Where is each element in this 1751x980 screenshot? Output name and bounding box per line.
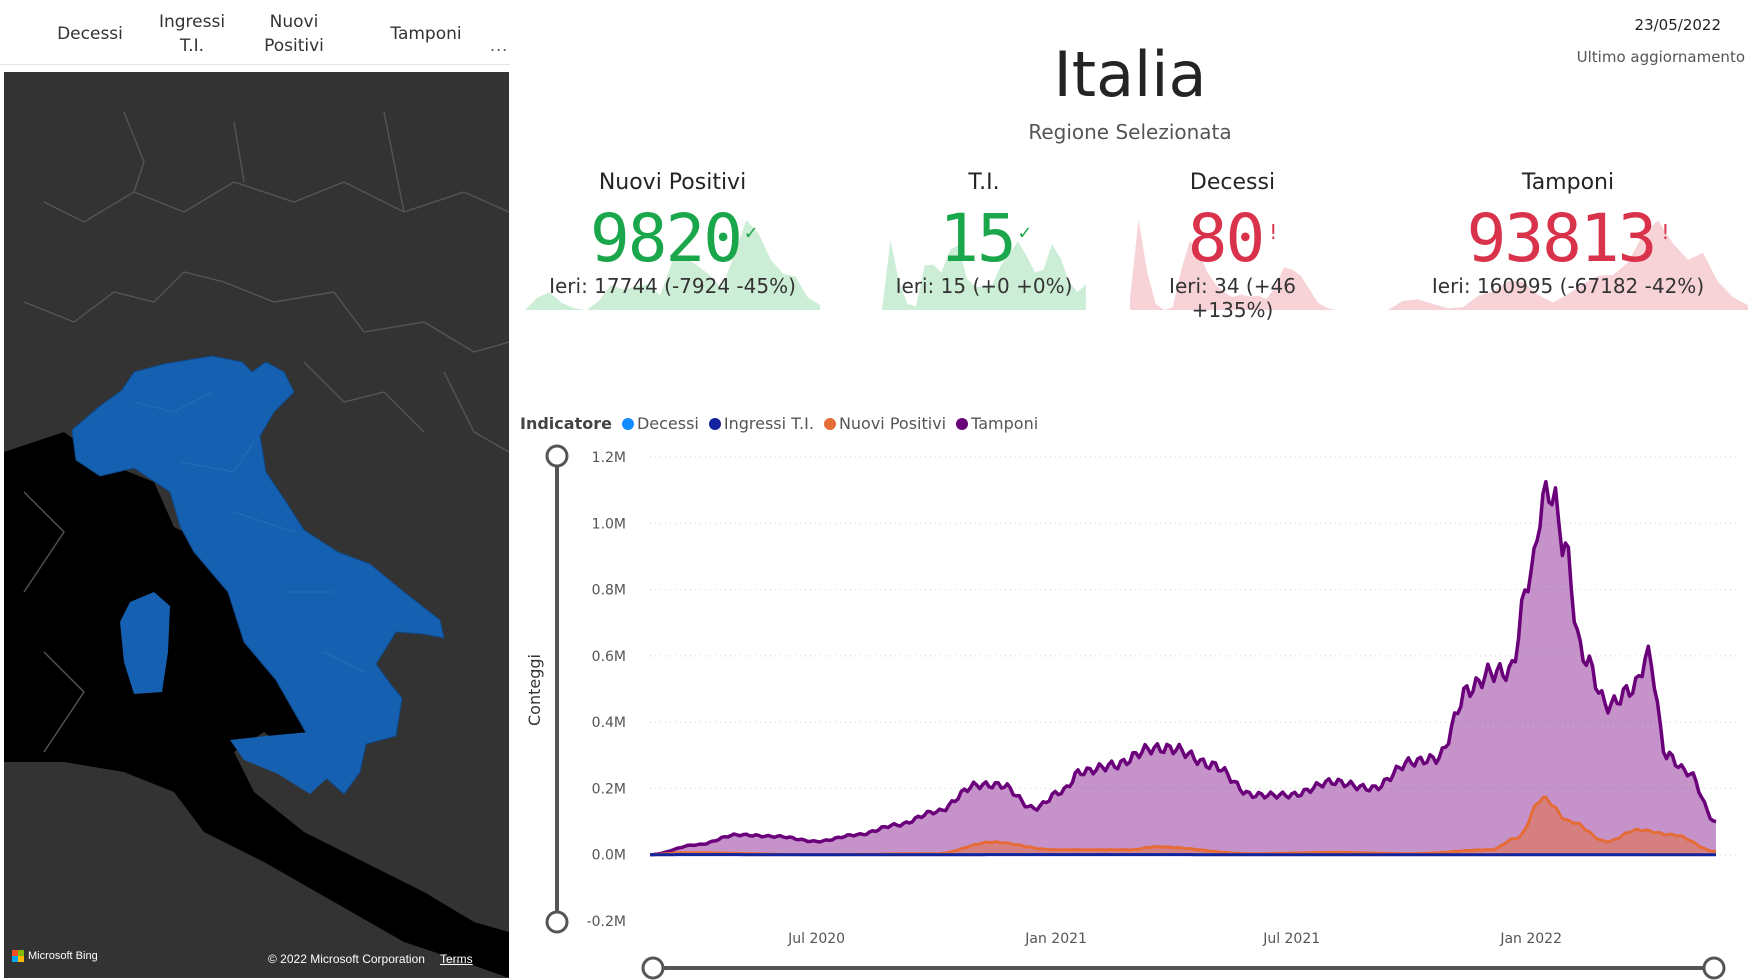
kpi-previous: Ieri: 34 (+46 +135%) [1169,274,1296,322]
tab-nuovi-positivi[interactable]: Nuovi Positivi [244,10,344,58]
x-tick-label: Jul 2021 [1262,931,1320,947]
microsoft-logo-icon [12,950,24,962]
kpi-previous: Ieri: 15 (+0 +0%) [895,274,1073,298]
tab-label-line: Nuovi [269,12,319,32]
kpi-sparkline [1388,220,1748,310]
map-region-sardegna[interactable] [120,592,170,694]
indicator-tabs: Decessi Ingressi T.I. Nuovi Positivi Tam… [0,0,510,65]
map-region-borders [133,391,365,673]
kpi-value-number: 15 [939,200,1016,277]
y-tick-label: 1.0M [592,516,626,532]
y-tick-label: 0.6M [592,649,626,665]
legend-item-tamponi[interactable]: Tamponi [956,414,1038,433]
map-borders [23,111,509,753]
kpi-card-tamponi: Tamponi 93813! Ieri: 160995 (-67182 -42%… [1388,170,1748,310]
kpi-label: T.I. [968,170,1000,195]
page-title: Italia [1053,38,1207,111]
series-tamponi-area [650,481,1716,855]
y-range-slider-handle-top[interactable] [545,444,569,468]
y-axis-label: Conteggi [525,654,544,726]
tab-label: Tamponi [390,24,462,44]
series-nuovi-positivi-area [650,797,1716,855]
kpi-value-number: 93813 [1466,200,1658,277]
y-range-slider-handle-bottom[interactable] [545,910,569,934]
legend-label: Tamponi [971,414,1039,433]
alert-icon: ! [1267,220,1279,244]
last-update-label: Ultimo aggiornamento [1576,48,1745,66]
legend-dot [708,417,721,430]
chart-legend: Indicatore Decessi Ingressi T.I. Nuovi P… [520,414,1038,433]
map-land-balkans [304,402,509,672]
kpi-value: 93813! [1388,200,1748,277]
sparkline-area [1130,219,1335,310]
kpi-sparkline [525,220,820,310]
check-icon: ✓ [1018,220,1031,244]
x-tick-label: Jan 2021 [1024,931,1087,947]
tab-label-line: Ingressi [158,12,226,32]
tab-decessi[interactable]: Decessi [40,22,140,46]
map-canvas [4,72,509,978]
more-tabs-icon[interactable]: ... [490,36,509,55]
legend-dot [956,417,969,430]
kpi-value-number: 9820 [590,200,743,277]
legend-item-nuovi-positivi[interactable]: Nuovi Positivi [823,414,947,433]
map-corsica [136,532,164,584]
tab-label-line: T.I. [179,36,205,56]
legend-item-ingressi-ti[interactable]: Ingressi T.I. [708,414,814,433]
kpi-sparkline [1130,219,1335,310]
kpi-card-ti: T.I. 15 ✓ Ieri: 15 (+0 +0%) [882,170,1086,310]
y-tick-label: 0.4M [592,715,626,731]
kpi-card-decessi: Decessi 80! Ieri: 34 (+46 +135%) [1130,170,1335,322]
alert-icon: ! [1659,220,1671,244]
sparkline-area [882,240,1086,310]
kpi-sparkline [882,240,1086,310]
map-copyright: © 2022 Microsoft Corporation [268,952,425,966]
legend-dot [621,417,634,430]
legend-label: Decessi [636,414,699,433]
last-update-date: 23/05/2022 [1634,16,1721,34]
tab-label-line: Positivi [264,36,324,56]
legend-label: Ingressi T.I. [723,414,814,433]
y-tick-label: 0.0M [592,848,626,864]
legend-title: Indicatore [520,414,612,433]
kpi-value: 9820 ✓ [525,200,820,277]
check-icon: ✓ [744,220,757,244]
kpi-value-number: 80 [1187,200,1265,277]
x-range-slider-handle-left[interactable] [641,956,665,980]
series-tamponi-line[interactable] [649,479,1717,857]
kpi-previous: Ieri: 17744 (-7924 -45%) [549,274,796,298]
y-tick-label: 0.8M [592,583,626,599]
x-tick-label: Jan 2022 [1499,931,1562,947]
map-region-sicilia[interactable] [230,732,342,794]
kpi-value: 80! [1130,200,1335,277]
kpi-label: Decessi [1189,170,1276,195]
map-region-italia[interactable] [71,355,445,795]
x-tick-label: Jul 2020 [787,931,845,947]
sparkline-area [1388,220,1748,310]
tab-label: Decessi [57,24,123,44]
y-tick-label: -0.2M [587,914,626,930]
kpi-label: Nuovi Positivi [598,170,747,195]
tab-ingressi-ti[interactable]: Ingressi T.I. [142,10,242,58]
sparkline-area [525,220,820,310]
kpi-previous: Ieri: 160995 (-67182 -42%) [1431,274,1705,298]
legend-label: Nuovi Positivi [838,414,947,433]
kpi-card-nuovi-positivi: Nuovi Positivi 9820 ✓ Ieri: 17744 (-7924 … [525,170,820,310]
kpi-value: 15 ✓ [882,200,1086,277]
map-terms-link[interactable]: Terms [440,952,473,966]
kpi-label: Tamponi [1521,170,1615,195]
bing-label: Microsoft Bing [28,950,98,962]
y-tick-label: 1.2M [592,450,626,466]
x-range-slider-handle-right[interactable] [1702,956,1726,980]
legend-dot [823,417,836,430]
bing-attribution: Microsoft Bing [12,950,98,962]
region-map[interactable]: Microsoft Bing © 2022 Microsoft Corporat… [4,72,509,978]
page-subtitle: Regione Selezionata [1028,120,1232,144]
legend-item-decessi[interactable]: Decessi [621,414,699,433]
tab-tamponi[interactable]: Tamponi [376,22,476,46]
map-land-africa [4,762,509,978]
y-tick-label: 0.2M [592,781,626,797]
